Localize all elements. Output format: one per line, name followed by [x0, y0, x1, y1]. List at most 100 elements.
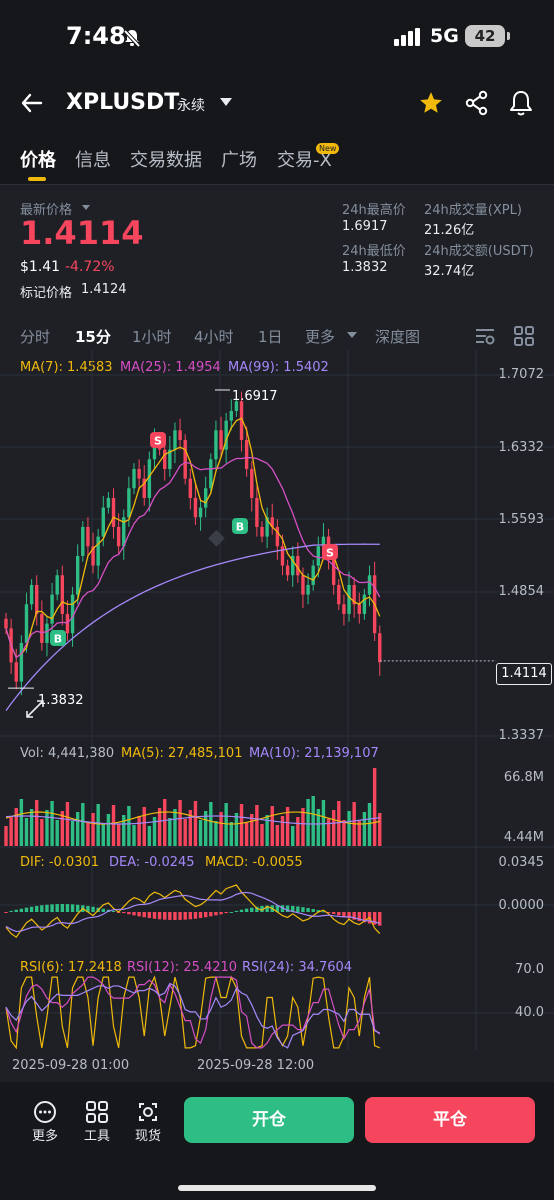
tools-label[interactable]: 工具: [83, 1129, 110, 1144]
candle-body: [275, 526, 280, 547]
trade-marker-label: B: [236, 521, 244, 534]
candlestick-chart[interactable]: ◆ S B B S: [0, 350, 554, 1070]
grid-layout-icon[interactable]: [514, 326, 534, 346]
usd-price: $1.41: [20, 259, 61, 275]
tab-price[interactable]: 价格: [20, 150, 56, 171]
contract-type: 永续: [177, 98, 205, 114]
tools-icon[interactable]: [85, 1100, 109, 1124]
candle-body: [250, 468, 254, 498]
tab-info[interactable]: 信息: [75, 150, 111, 171]
back-arrow-icon[interactable]: [20, 91, 44, 115]
volume-bar: [347, 811, 351, 846]
interval-15m[interactable]: 15分: [75, 328, 111, 346]
volume-bar: [362, 812, 367, 846]
macd-bar: [65, 904, 70, 912]
candle-body: [75, 555, 80, 595]
macd-bar: [306, 907, 310, 912]
macd-bar: [347, 912, 351, 919]
chevron-down-icon[interactable]: [347, 332, 357, 338]
macd-bar: [4, 912, 8, 913]
tab-trading-data[interactable]: 交易数据: [130, 150, 202, 171]
interval-more[interactable]: 更多: [305, 328, 336, 346]
spot-label[interactable]: 现货: [134, 1129, 161, 1144]
volume-ma10-legend: MA(10): 21,139,107: [249, 746, 379, 761]
macd-bar: [239, 909, 244, 912]
volume-bar: [306, 799, 310, 846]
caret-down-icon[interactable]: [82, 205, 90, 210]
high-24h-value: 1.6917: [342, 219, 388, 234]
candle-body: [234, 401, 239, 411]
latest-price-label[interactable]: 最新价格: [20, 203, 73, 218]
price-change: -4.72%: [65, 259, 115, 275]
volume-axis-top: 66.8M: [503, 770, 544, 785]
candle-body: [173, 430, 177, 450]
macd-bar: [55, 904, 59, 912]
macd-bar: [101, 908, 105, 912]
macd-bar: [86, 905, 90, 912]
candle-body: [255, 497, 259, 527]
macd-bar: [127, 912, 131, 915]
rsi-axis-top: 70.0: [515, 962, 544, 977]
macd-bar: [337, 912, 341, 916]
candle-body: [45, 623, 49, 643]
trade-marker-label: B: [54, 633, 62, 646]
interval-timeline[interactable]: 分时: [20, 328, 51, 346]
macd-bar: [111, 910, 116, 912]
tab-trade-x[interactable]: 交易-X: [277, 150, 332, 171]
volume-bar: [157, 808, 162, 846]
candle-body: [14, 662, 18, 682]
candle-body: [260, 526, 264, 537]
expand-icon[interactable]: [24, 698, 46, 720]
price-axis-tick: 1.4854: [498, 584, 545, 599]
interval-1h[interactable]: 1小时: [132, 328, 172, 346]
volume-bar: [45, 810, 49, 846]
volume-bar: [60, 811, 65, 846]
macd-bar: [275, 905, 280, 912]
bell-icon[interactable]: [508, 89, 534, 117]
spot-icon[interactable]: [136, 1100, 160, 1124]
interval-1d[interactable]: 1日: [258, 328, 283, 346]
volume-bar: [75, 812, 80, 846]
volume-bar: [193, 801, 198, 846]
chart-settings-icon[interactable]: [474, 326, 496, 346]
macd-bar: [188, 912, 193, 920]
depth-chart-tab[interactable]: 深度图: [375, 328, 421, 346]
macd-bar: [372, 912, 377, 925]
volume-bar: [50, 801, 54, 846]
volume-bar: [29, 809, 34, 846]
symbol-title[interactable]: XPLUSDT: [66, 90, 180, 115]
volume-bar: [244, 823, 249, 846]
close-position-button[interactable]: 平仓: [365, 1097, 535, 1143]
volume-axis-bottom: 4.44M: [503, 830, 544, 845]
amt-24h-label: 24h成交额(USDT): [424, 244, 534, 259]
star-icon[interactable]: [418, 90, 444, 116]
tab-square[interactable]: 广场: [221, 150, 257, 171]
macd-bar: [203, 912, 208, 918]
macd-bar: [168, 912, 172, 920]
volume-bar: [234, 813, 239, 846]
share-icon[interactable]: [464, 90, 490, 116]
more-icon[interactable]: [33, 1100, 57, 1124]
ma7-line: [5, 417, 381, 659]
candle-body: [311, 565, 315, 585]
macd-bar: [24, 907, 29, 912]
volume-bar: [296, 817, 300, 846]
last-price: 1.4114: [20, 214, 144, 252]
volume-bar: [367, 803, 372, 846]
macd-bar: [178, 912, 182, 920]
volume-bar: [342, 820, 346, 846]
macd-bar: [342, 912, 346, 917]
interval-4h[interactable]: 4小时: [194, 328, 234, 346]
volume-legend: Vol: 4,441,380: [20, 746, 115, 761]
more-label[interactable]: 更多: [31, 1129, 58, 1144]
volume-bar: [291, 826, 295, 846]
time-axis-label: 2025-09-28 01:00: [12, 1058, 130, 1073]
low-24h-label: 24h最低价: [342, 244, 406, 259]
open-position-button[interactable]: 开仓: [184, 1097, 354, 1143]
candle-body: [367, 575, 372, 595]
candle-body: [188, 478, 193, 498]
chevron-down-icon[interactable]: [220, 98, 232, 106]
volume-bar: [209, 802, 213, 846]
status-bar: [0, 0, 554, 80]
volume-bar: [224, 803, 228, 846]
